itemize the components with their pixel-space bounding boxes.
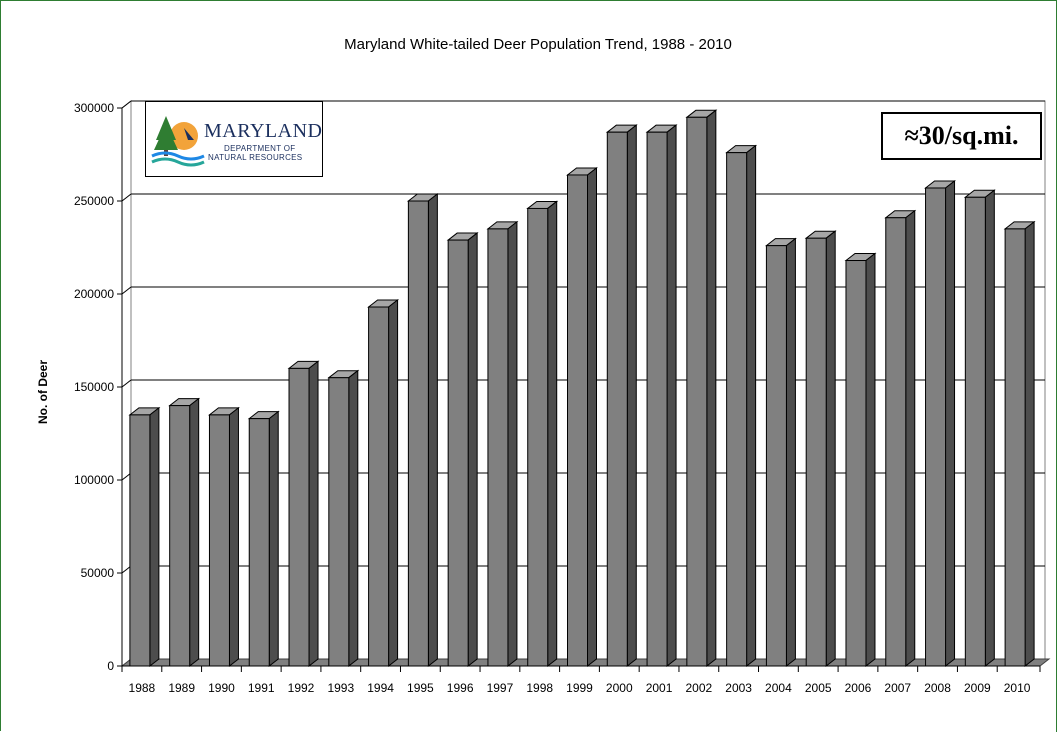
logo-subtitle-2: NATURAL RESOURCES [208, 153, 303, 162]
x-tick-label: 1989 [168, 681, 195, 695]
gridline-side [121, 193, 132, 202]
logo-subtitle-1: DEPARTMENT OF [224, 144, 296, 153]
x-tick-label: 2002 [685, 681, 712, 695]
bar-1999 [566, 166, 598, 668]
y-axis-label: No. of Deer [36, 360, 50, 424]
bar-1988 [128, 406, 161, 668]
x-tick-label: 1998 [526, 681, 553, 695]
bar-2000 [605, 124, 638, 668]
gridline-side [121, 286, 132, 295]
density-annotation: ≈30/sq.mi. [881, 112, 1042, 160]
x-tick-label: 1991 [248, 681, 275, 695]
bar-1990 [207, 406, 240, 668]
bar-2004 [764, 237, 797, 668]
y-tick-label: 300000 [74, 101, 114, 115]
x-tick-label: 1994 [367, 681, 394, 695]
x-tick-label: 1992 [288, 681, 315, 695]
gridline-side [121, 100, 132, 109]
x-tick-label: 2001 [646, 681, 673, 695]
y-tick-label: 250000 [74, 194, 114, 208]
x-tick-label: 2003 [725, 681, 752, 695]
bar-1991 [247, 410, 280, 668]
bar-2003 [725, 144, 758, 668]
x-tick-label: 1996 [447, 681, 474, 695]
bar-1995 [406, 192, 439, 668]
x-tick-label: 2010 [1004, 681, 1031, 695]
x-tick-label: 2004 [765, 681, 792, 695]
bar-1993 [327, 369, 360, 668]
bar-2008 [924, 179, 957, 668]
bar-2005 [804, 230, 837, 668]
bar-2002 [685, 109, 718, 668]
x-tick-label: 1993 [327, 681, 354, 695]
gridline-side [121, 379, 132, 388]
bar-2007 [884, 209, 917, 668]
x-tick-label: 2007 [884, 681, 911, 695]
logo-name: MARYLAND [204, 120, 323, 142]
x-tick-label: 2008 [924, 681, 951, 695]
bar-2009 [963, 189, 996, 668]
bar-2001 [645, 124, 678, 668]
bar-1994 [367, 298, 400, 668]
bar-1998 [526, 200, 559, 668]
chart-title: Maryland White-tailed Deer Population Tr… [344, 36, 732, 53]
y-tick-label: 100000 [74, 473, 114, 487]
y-tick-label: 0 [107, 659, 114, 673]
y-tick-label: 200000 [74, 287, 114, 301]
bar-2010 [1003, 220, 1036, 668]
bar-1997 [486, 220, 519, 668]
dnr-logo: MARYLAND DEPARTMENT OF NATURAL RESOURCES [145, 101, 323, 177]
bar-2006 [844, 252, 877, 668]
x-tick-label: 2005 [805, 681, 832, 695]
logo-tree-icon [151, 116, 205, 167]
x-tick-label: 1995 [407, 681, 434, 695]
y-tick-label: 150000 [74, 380, 114, 394]
y-tick-label: 50000 [81, 566, 115, 580]
x-tick-label: 1988 [129, 681, 156, 695]
bar-1992 [287, 360, 320, 668]
x-tick-label: 1999 [566, 681, 593, 695]
x-tick-label: 1997 [487, 681, 514, 695]
bar-1989 [168, 397, 201, 668]
x-tick-labels: 1988 1989 1990 1991 1992 1993 1994 1995 1996 1997… [121, 666, 1041, 695]
x-tick-label: 1990 [208, 681, 235, 695]
x-tick-label: 2006 [845, 681, 872, 695]
y-tick-labels: 0 50000 100000 150000 200000 250000 300000 [74, 101, 122, 673]
x-tick-label: 2000 [606, 681, 633, 695]
bar-1996 [446, 232, 479, 668]
bars [128, 109, 1036, 668]
x-tick-label: 2009 [964, 681, 991, 695]
